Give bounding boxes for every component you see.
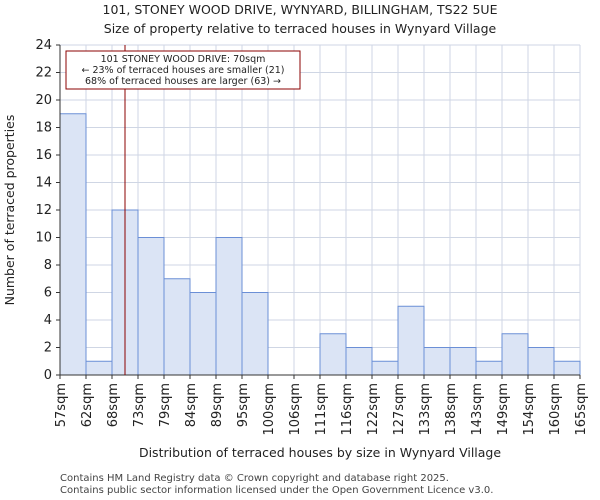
bar	[423, 347, 451, 376]
y-tick-label: 22	[35, 66, 52, 81]
x-tick-label: 100sqm	[262, 383, 277, 436]
bar	[319, 333, 347, 376]
y-tick-label: 24	[35, 38, 52, 53]
y-tick-label: 18	[35, 121, 52, 136]
bar	[163, 278, 191, 376]
x-tick-label: 165sqm	[574, 383, 589, 436]
y-tick-label: 2	[44, 341, 52, 356]
bar	[241, 292, 269, 376]
bar	[85, 360, 113, 376]
footer-line-1: Contains HM Land Registry data © Crown c…	[60, 473, 449, 484]
bar	[371, 360, 399, 376]
bar	[397, 305, 425, 376]
x-tick-label: 95sqm	[236, 383, 251, 427]
chart-subtitle: Size of property relative to terraced ho…	[103, 21, 497, 36]
bar	[475, 360, 503, 376]
bar	[189, 292, 217, 376]
annotation-smaller: ← 23% of terraced houses are smaller (21…	[81, 65, 284, 76]
bar	[137, 237, 165, 376]
x-tick-label: 106sqm	[288, 383, 303, 436]
annotation-title: 101 STONEY WOOD DRIVE: 70sqm	[101, 54, 266, 65]
x-tick-label: 62sqm	[80, 383, 95, 427]
x-tick-label: 154sqm	[522, 383, 537, 436]
y-tick-label: 20	[35, 93, 52, 108]
annotation-box	[65, 50, 301, 90]
bar	[345, 347, 373, 376]
x-tick-label: 160sqm	[548, 383, 563, 436]
y-tick-label: 0	[44, 368, 52, 383]
y-tick-label: 4	[44, 313, 52, 328]
bar	[527, 347, 555, 376]
y-tick-label: 10	[35, 231, 52, 246]
footer-line-2: Contains public sector information licen…	[60, 485, 494, 496]
x-tick-label: 111sqm	[314, 383, 329, 436]
x-tick-label: 89sqm	[210, 383, 225, 427]
bar	[215, 237, 243, 376]
bar	[501, 333, 529, 376]
x-axis-label: Distribution of terraced houses by size …	[139, 445, 501, 460]
y-tick-label: 14	[35, 176, 52, 191]
x-tick-label: 73sqm	[132, 383, 147, 427]
y-tick-label: 8	[44, 258, 52, 273]
x-tick-label: 127sqm	[392, 383, 407, 436]
y-tick-label: 12	[35, 203, 52, 218]
x-tick-label: 149sqm	[496, 383, 511, 436]
chart-title: 101, STONEY WOOD DRIVE, WYNYARD, BILLING…	[102, 2, 498, 17]
x-tick-label: 138sqm	[444, 383, 459, 436]
x-tick-label: 57sqm	[54, 383, 69, 427]
x-tick-label: 133sqm	[418, 383, 433, 436]
bar	[59, 113, 87, 376]
annotation-larger: 68% of terraced houses are larger (63) →	[85, 76, 281, 87]
x-tick-label: 122sqm	[366, 383, 381, 436]
y-tick-label: 16	[35, 148, 52, 163]
x-tick-label: 68sqm	[106, 383, 121, 427]
x-tick-label: 79sqm	[158, 383, 173, 427]
bar	[553, 360, 581, 376]
x-tick-label: 84sqm	[184, 383, 199, 427]
x-tick-label: 116sqm	[340, 383, 355, 436]
y-tick-label: 6	[44, 286, 52, 301]
x-tick-label: 143sqm	[470, 383, 485, 436]
y-axis-label: Number of terraced properties	[2, 115, 17, 306]
bar	[449, 347, 477, 376]
